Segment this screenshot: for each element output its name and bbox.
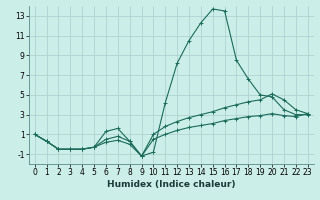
X-axis label: Humidex (Indice chaleur): Humidex (Indice chaleur) [107,180,236,189]
